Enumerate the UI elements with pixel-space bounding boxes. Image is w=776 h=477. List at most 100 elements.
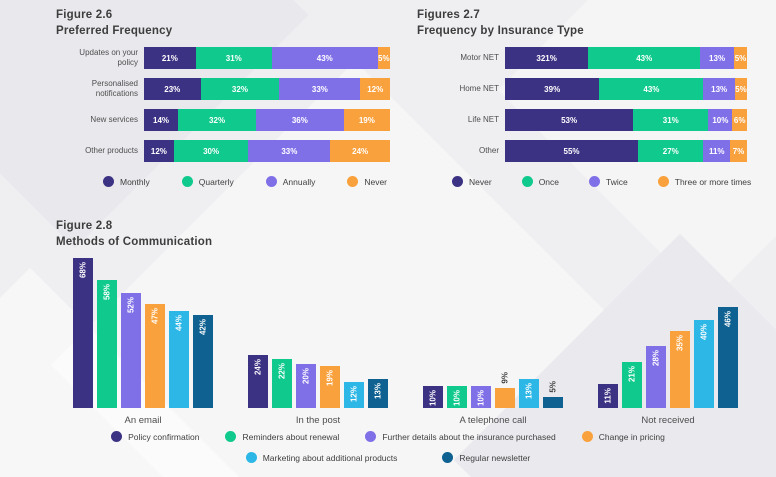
fig26-title: Figure 2.6 Preferred Frequency: [56, 8, 172, 39]
fig28-chart: 68% 58% 52% 47% 44% 42% An email 24% 22% 20% 19% 12…: [73, 258, 738, 426]
bar-change-in-pricing: 9%: [495, 372, 515, 408]
bar-change-in-pricing: 47%: [145, 304, 165, 408]
row-label: Life NET: [467, 115, 499, 124]
legend-item-label: Marketing about additional products: [262, 452, 398, 463]
legend-item: Quarterly: [181, 176, 234, 187]
bar-value-label: 5%: [548, 381, 558, 393]
fig27-title-line2: Frequency by Insurance Type: [417, 24, 584, 37]
bar-value-label: 10%: [452, 390, 462, 407]
bar-group: 24% 22% 20% 19% 12% 13% In the post: [248, 258, 388, 426]
legend-item-label: Further details about the insurance purc…: [382, 431, 556, 442]
legend-dot-icon: [181, 176, 193, 187]
row-label: Home NET: [459, 84, 499, 93]
bar-regular-newsletter: 42%: [193, 315, 213, 408]
bar-reminders-about-renewal: 21%: [622, 362, 642, 408]
bar-group-bars: 11% 21% 28% 35% 40% 46%: [598, 258, 738, 408]
fig27-legend: Never Once Twice Three or more times: [452, 176, 751, 187]
bar-segment-twice: 13%: [703, 78, 735, 100]
bar-marketing-about-additional-products: 40%: [694, 320, 714, 408]
bar-value-label: 68%: [78, 262, 88, 279]
legend-item: Reminders about renewal: [225, 431, 339, 442]
bar-value-label: 52%: [126, 297, 136, 314]
legend-item-label: Three or more times: [674, 176, 752, 187]
legend-item: Once: [521, 176, 559, 187]
fig26-title-line1: Figure 2.6: [56, 9, 113, 21]
bar-segment-once: 27%: [638, 140, 704, 162]
bar-policy-confirmation: 24%: [248, 355, 268, 408]
legend-item: Twice: [589, 176, 628, 187]
legend-item-label: Reminders about renewal: [242, 431, 340, 442]
stacked-bar: 14% 32% 36% 19%: [144, 109, 390, 131]
bar-value-label: 10%: [476, 390, 486, 407]
bar-further-details-about-the-insurance-purchased: 52%: [121, 293, 141, 408]
fig27-title: Figures 2.7 Frequency by Insurance Type: [417, 8, 584, 39]
legend-item-label: Annually: [282, 176, 316, 187]
bar-reminders-about-renewal: 10%: [447, 386, 467, 408]
bar-regular-newsletter: 13%: [368, 379, 388, 408]
bar-value-label: 13%: [524, 383, 534, 400]
stacked-bar: 23% 32% 33% 12%: [144, 78, 390, 100]
legend-dot-icon: [581, 431, 593, 442]
bar-value-label: 9%: [500, 372, 510, 384]
row-label: Motor NET: [460, 53, 499, 62]
bar-marketing-about-additional-products: 44%: [169, 311, 189, 408]
bar-further-details-about-the-insurance-purchased: 28%: [646, 346, 666, 408]
bar-value-label: 35%: [675, 335, 685, 352]
fig27-row: Life NET 53% 31% 10% 6%: [419, 109, 747, 131]
legend-dot-icon: [103, 176, 114, 187]
bar-group: 10% 10% 10% 9% 13% 5% A telephone call: [423, 258, 563, 426]
bar-segment-never: 39%: [505, 78, 600, 100]
legend-item-label: Never: [469, 176, 492, 187]
bar-segment-never: 5%: [377, 47, 390, 69]
bar-reminders-about-renewal: 22%: [272, 359, 292, 408]
bar-value-label: 21%: [627, 366, 637, 383]
bar-value-label: 24%: [253, 359, 263, 376]
bar-segment-never: 55%: [505, 140, 639, 162]
legend-item: Monthly: [103, 176, 150, 187]
legend-item-label: Regular newsletter: [459, 452, 531, 463]
bar-segment-monthly: 12%: [144, 140, 174, 162]
row-label: New services: [90, 115, 138, 124]
bar-segment-three-or-more-times: 6%: [732, 109, 747, 131]
bar-regular-newsletter: 46%: [718, 307, 738, 408]
legend-dot-icon: [521, 176, 533, 187]
bar-segment-once: 31%: [633, 109, 709, 131]
bar-value-label: 44%: [174, 315, 184, 332]
legend-item: Annually: [265, 176, 316, 187]
bar-group-bars: 68% 58% 52% 47% 44% 42%: [73, 258, 213, 408]
legend-item: Policy confirmation: [111, 431, 199, 442]
bar-further-details-about-the-insurance-purchased: 20%: [296, 364, 316, 408]
legend-dot-icon: [245, 452, 257, 463]
bar-segment-twice: 13%: [700, 47, 734, 69]
bar-segment-never: 321%: [505, 47, 589, 69]
bar-change-in-pricing: 35%: [670, 331, 690, 408]
bar-group: 68% 58% 52% 47% 44% 42% An email: [73, 258, 213, 426]
bar-policy-confirmation: 68%: [73, 258, 93, 408]
bar-segment-annually: 43%: [271, 47, 378, 69]
bar-group-bars: 10% 10% 10% 9% 13% 5%: [423, 258, 563, 408]
bar-change-in-pricing: 19%: [320, 366, 340, 408]
group-category-label: In the post: [295, 415, 341, 426]
bar-reminders-about-renewal: 58%: [97, 280, 117, 408]
fig27-row: Motor NET 321% 43% 13% 5%: [419, 47, 747, 69]
legend-item-label: Never: [364, 176, 388, 187]
fig26-row: New services 14% 32% 36% 19%: [58, 109, 390, 131]
bar-regular-newsletter: 5%: [543, 381, 563, 408]
bar-value-label: 40%: [699, 324, 709, 341]
bar-segment-once: 43%: [599, 78, 704, 100]
bar-segment-quarterly: 31%: [195, 47, 272, 69]
legend-item: Regular newsletter: [442, 452, 530, 463]
legend-item: Never: [347, 176, 387, 187]
bar-value-label: 47%: [150, 308, 160, 325]
bar-segment-once: 43%: [588, 47, 701, 69]
bar-value-label: 58%: [102, 284, 112, 301]
bar-segment-quarterly: 30%: [173, 140, 249, 162]
legend-dot-icon: [365, 431, 377, 442]
fig28-legend-row1: Policy confirmation Reminders about renew…: [0, 431, 776, 442]
stacked-bar: 39% 43% 13% 5%: [505, 78, 747, 100]
bar-segment-never: 12%: [360, 78, 390, 100]
bar-value-label: 28%: [651, 350, 661, 367]
fig26-chart: Updates on your policy 21% 31% 43% 5% Persona…: [58, 47, 390, 171]
